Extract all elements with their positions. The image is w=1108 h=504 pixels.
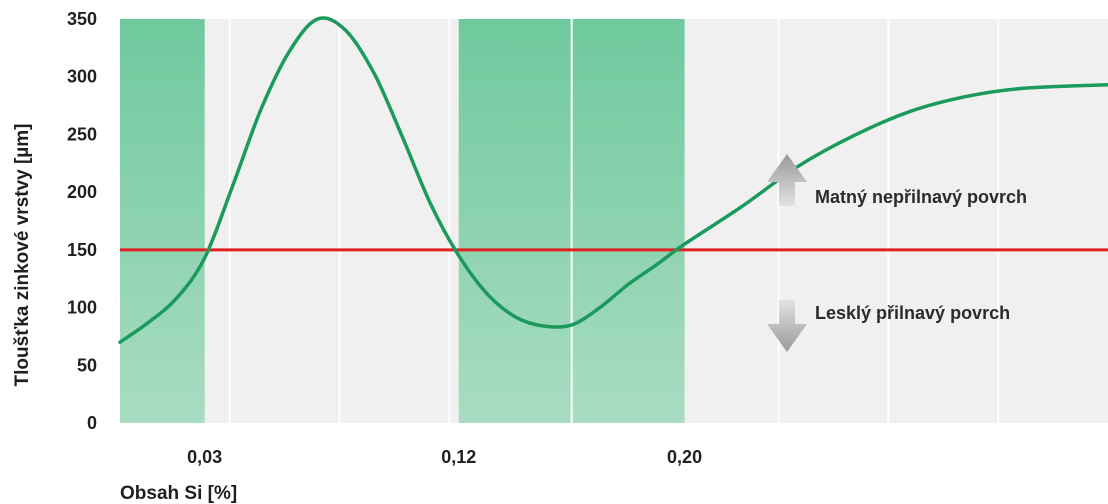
arrow-up-icon (767, 154, 807, 206)
y-tick-label: 300 (67, 67, 97, 87)
series-line (118, 16, 1108, 344)
annotations: Matný nepřilnavý povrch Lesklý přilnavý … (767, 154, 1027, 352)
y-tick-label: 0 (87, 413, 97, 433)
series-group (118, 16, 1108, 344)
y-tick-label: 350 (67, 9, 97, 29)
x-tick-label: 0,03 (187, 447, 222, 467)
x-axis-title: Obsah Si [%] (120, 483, 237, 504)
highlight-band (120, 19, 205, 423)
y-tick-label: 100 (67, 298, 97, 318)
y-tick-labels: 0 50 100 150 200 250 300 350 (67, 9, 97, 433)
y-tick-label: 150 (67, 240, 97, 260)
x-tick-label: 0,20 (667, 447, 702, 467)
arrow-down-icon (767, 300, 807, 352)
x-tick-labels: 0,03 0,12 0,20 (187, 447, 702, 467)
annotation-matte: Matný nepřilnavý povrch (815, 187, 1027, 207)
y-axis-title: Tloušťka zinkové vrstvy [µm] (12, 124, 33, 387)
y-tick-label: 200 (67, 182, 97, 202)
y-tick-label: 250 (67, 124, 97, 144)
annotation-glossy: Lesklý přilnavý povrch (815, 303, 1010, 323)
y-tick-label: 50 (77, 355, 97, 375)
highlight-bands (120, 19, 685, 423)
x-tick-label: 0,12 (441, 447, 476, 467)
